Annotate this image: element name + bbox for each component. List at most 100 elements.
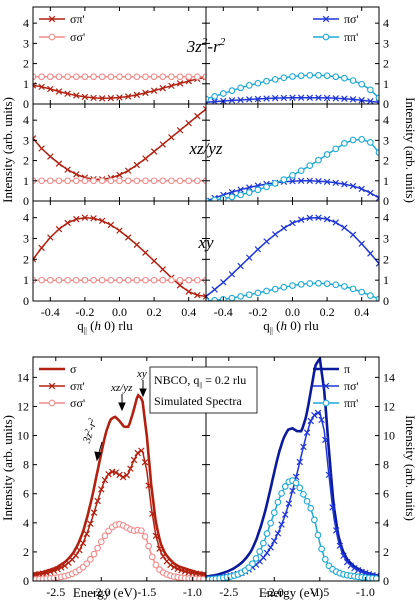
series-σσ' (33, 276, 206, 284)
marker-x-11 (297, 216, 305, 223)
marker-x-3 (55, 225, 63, 233)
panel-top-left: 0 1 2 3 4 σπ' σσ' (23, 6, 207, 111)
marker-x-6 (54, 565, 61, 573)
panel-top-right: 0 1 2 3 4 πσ' ππ' (205, 6, 389, 111)
marker-circle-13 (142, 276, 149, 284)
legend-label: πσ' (344, 12, 359, 26)
marker-x-16 (341, 95, 348, 102)
legend-item-π: π (313, 362, 350, 376)
marker-circle-1 (38, 276, 46, 284)
marker-x-25 (123, 471, 131, 479)
series-group (206, 357, 379, 581)
legend-item-ππ': ππ' (313, 30, 358, 44)
marker-circle-12 (133, 73, 141, 81)
marker-x-8 (98, 217, 106, 225)
marker-circle-14 (323, 151, 331, 158)
legend-item-σ: σ (39, 362, 77, 376)
marker-circle-2 (46, 73, 54, 81)
series-group (33, 73, 206, 102)
y-tick-label: 1 (383, 174, 389, 188)
marker-x-1 (38, 145, 45, 152)
y-tick-label: 0 (383, 574, 389, 588)
line-σπ' (33, 76, 206, 100)
marker-x-7 (263, 238, 270, 245)
marker-x-17 (176, 127, 184, 134)
marker-x-19 (101, 476, 109, 484)
marker-x-33 (152, 532, 160, 540)
y-tick-label: 0 (383, 294, 389, 308)
marker-x-12 (133, 241, 141, 248)
marker-circle-10 (289, 171, 296, 179)
marker-circle-18 (270, 509, 278, 516)
axes-frame (32, 103, 207, 202)
marker-x-16 (168, 82, 175, 90)
legend-label: σπ' (70, 379, 85, 393)
marker-x-3 (55, 88, 63, 95)
marker-circle-9 (107, 177, 115, 185)
marker-circle-0 (322, 33, 330, 41)
marker-circle-15 (87, 555, 94, 563)
marker-circle-18 (97, 538, 105, 546)
marker-circle-20 (375, 94, 379, 102)
series-ππ' (206, 279, 379, 301)
x-tick-label: -0.4 (214, 305, 233, 319)
marker-circle-12 (306, 280, 314, 287)
marker-circle-14 (150, 73, 158, 81)
marker-x-40 (178, 567, 185, 574)
marker-circle-19 (274, 498, 282, 506)
marker-circle-18 (358, 136, 366, 143)
marker-circle-19 (367, 139, 374, 146)
y-tick-label: 6 (23, 487, 29, 501)
marker-circle-0 (206, 297, 210, 301)
marker-x-7 (263, 95, 270, 102)
marker-x-5 (73, 171, 80, 178)
marker-x-15 (159, 266, 166, 273)
marker-circle-8 (98, 73, 106, 81)
panel-middle-left: 0 1 2 3 4 (23, 103, 207, 208)
marker-x-19 (367, 250, 374, 257)
marker-circle-31 (318, 545, 325, 553)
y-tick-label: 2 (383, 154, 389, 168)
series-ππ' (206, 477, 379, 581)
y-tick-label: 2 (23, 545, 29, 559)
y-tick-label: 4 (23, 516, 29, 530)
marker-circle-9 (107, 73, 115, 81)
marker-circle-6 (254, 79, 262, 87)
marker-circle-8 (271, 75, 279, 83)
marker-x-37 (340, 552, 347, 559)
marker-circle-32 (148, 553, 156, 561)
marker-x-4 (237, 186, 244, 193)
panel-spectra-right: 0 2 4 6 8 10 12 14 -2.5 -2.0 -1.5 -1.0 π πσ' ππ' (205, 356, 395, 599)
marker-circle-7 (263, 183, 270, 191)
marker-circle-13 (142, 177, 149, 185)
marker-circle-14 (83, 560, 91, 568)
marker-x-20 (202, 105, 206, 113)
marker-circle-10 (116, 177, 123, 185)
y-tick-label: 4 (383, 113, 389, 127)
marker-circle-3 (228, 193, 236, 201)
marker-circle-12 (133, 177, 141, 185)
marker-circle-3 (228, 294, 236, 301)
marker-circle-0 (48, 33, 56, 41)
marker-circle-5 (72, 73, 80, 81)
marker-circle-10 (116, 73, 123, 81)
marker-x-17 (176, 80, 184, 87)
marker-x-0 (322, 382, 330, 390)
marker-x-3 (228, 271, 236, 278)
x-tick-label: -0.4 (41, 305, 60, 319)
marker-circle-17 (349, 285, 357, 293)
marker-circle-10 (116, 276, 123, 284)
marker-x-41 (181, 568, 189, 575)
series-group (206, 136, 379, 201)
marker-x-35 (332, 527, 340, 534)
marker-x-10 (116, 171, 123, 179)
marker-circle-17 (176, 276, 184, 284)
marker-x-15 (159, 85, 166, 92)
marker-x-5 (246, 96, 253, 103)
marker-circle-15 (332, 73, 340, 81)
marker-x-8 (271, 94, 279, 102)
x-tick-label: -2.5 (219, 585, 238, 599)
y-tick-label: 14 (383, 370, 395, 384)
marker-circle-1 (211, 196, 218, 201)
marker-x-28 (307, 417, 314, 425)
